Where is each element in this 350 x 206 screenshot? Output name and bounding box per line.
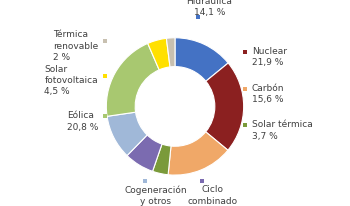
Wedge shape bbox=[148, 38, 170, 70]
Text: Solar térmica
3,7 %: Solar térmica 3,7 % bbox=[252, 121, 313, 140]
Text: Nuclear
21,9 %: Nuclear 21,9 % bbox=[252, 47, 287, 67]
Text: Solar
fotovoltaica
4,5 %: Solar fotovoltaica 4,5 % bbox=[44, 65, 98, 96]
Wedge shape bbox=[168, 132, 228, 175]
Wedge shape bbox=[153, 144, 171, 175]
Wedge shape bbox=[106, 43, 159, 116]
Wedge shape bbox=[107, 112, 147, 156]
Wedge shape bbox=[206, 63, 244, 150]
Text: Ciclo
combinado
7 %: Ciclo combinado 7 % bbox=[188, 185, 238, 206]
Text: Carbón
15,6 %: Carbón 15,6 % bbox=[252, 84, 285, 104]
Text: Hidráulica
14,1 %: Hidráulica 14,1 % bbox=[187, 0, 232, 17]
Wedge shape bbox=[127, 135, 162, 171]
Text: Cogeneración
y otros
10,4 %: Cogeneración y otros 10,4 % bbox=[125, 185, 187, 206]
Text: Eólica
20,8 %: Eólica 20,8 % bbox=[67, 111, 98, 132]
Wedge shape bbox=[166, 38, 175, 67]
Text: Térmica
renovable
2 %: Térmica renovable 2 % bbox=[53, 30, 98, 62]
Wedge shape bbox=[175, 38, 228, 81]
